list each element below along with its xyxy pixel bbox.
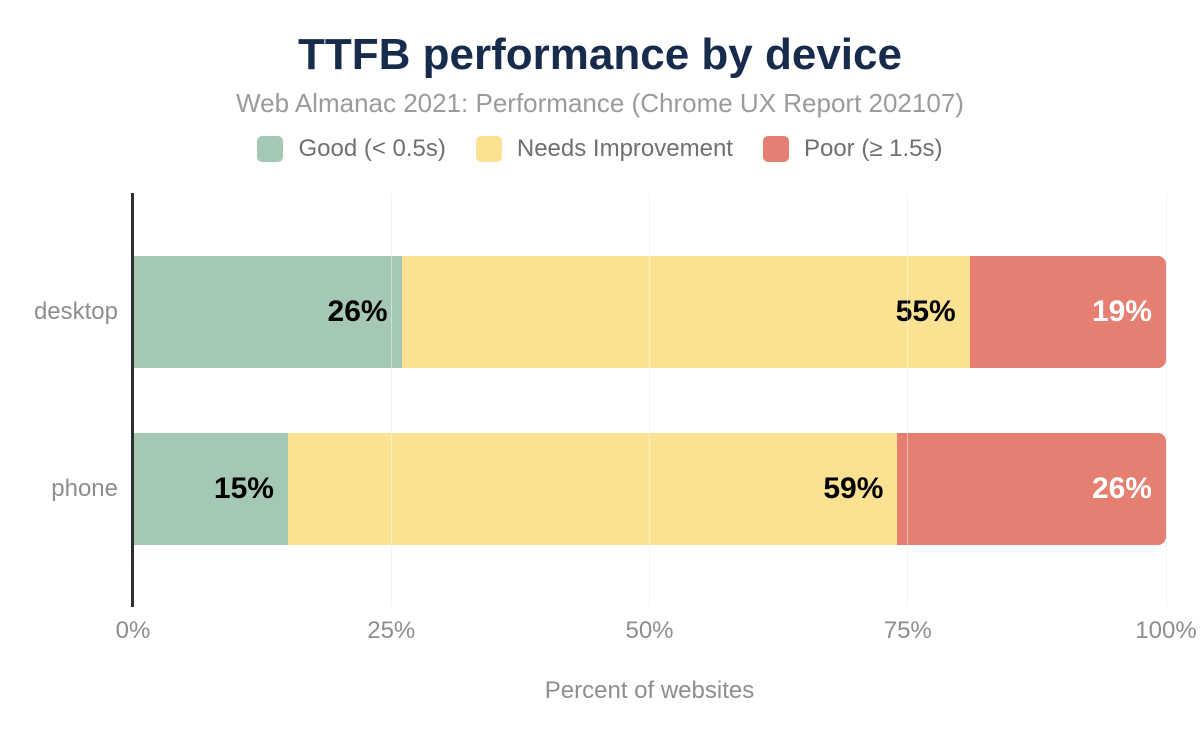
bar-segment-desktop-2[interactable]: 19% [969,256,1166,368]
bar-value-label: 19% [1091,295,1152,328]
bar-value-label: 15% [213,472,274,505]
legend-item-0[interactable]: Good (< 0.5s) [257,135,446,163]
legend-item-label: Needs Improvement [516,135,733,162]
bar-row-phone: 15% 59% 26% [133,433,1166,545]
chart-subtitle: Web Almanac 2021: Performance (Chrome UX… [236,88,964,118]
gridline [649,193,650,607]
bar-segment-desktop-1[interactable]: 55% [401,256,970,368]
legend-item-label: Poor (≥ 1.5s) [803,135,943,162]
legend: Good (< 0.5s) Needs Improvement Poor (≥ 1.… [0,135,1200,163]
gridline [390,193,392,607]
x-tick-label: 0% [115,617,151,644]
category-label-desktop: desktop [33,298,118,325]
category-label-phone: phone [51,475,118,502]
x-tick-label: 100% [1135,617,1197,644]
legend-swatch-icon [762,136,789,162]
bar-value-label: 59% [823,472,884,505]
y-axis-line [131,193,134,607]
legend-item-2[interactable]: Poor (≥ 1.5s) [762,135,943,163]
bar-row-desktop: 26% 55% 19% [133,256,1166,368]
x-axis-title: Percent of websites [544,677,755,704]
legend-item-label: Good (< 0.5s) [298,135,446,162]
x-tick-label: 25% [367,617,416,644]
bar-segment-phone-0[interactable]: 15% [133,433,288,545]
chart-title: TTFB performance by device [298,30,902,79]
bar-segment-desktop-0[interactable]: 26% [133,256,402,368]
x-tick-label: 75% [883,617,932,644]
legend-item-1[interactable]: Needs Improvement [475,135,733,163]
bar-value-label: 55% [895,295,956,328]
bar-segment-phone-1[interactable]: 59% [287,433,898,545]
legend-swatch-icon [257,136,284,162]
gridline [1165,193,1167,607]
bar-value-label: 26% [327,295,388,328]
bar-value-label: 26% [1091,472,1152,505]
x-tick-label: 50% [625,617,674,644]
plot-area: 26% 55% 19% 15% 59% 26% [131,193,1167,607]
gridline [907,193,909,607]
legend-swatch-icon [475,136,502,162]
bar-segment-phone-2[interactable]: 26% [897,433,1166,545]
